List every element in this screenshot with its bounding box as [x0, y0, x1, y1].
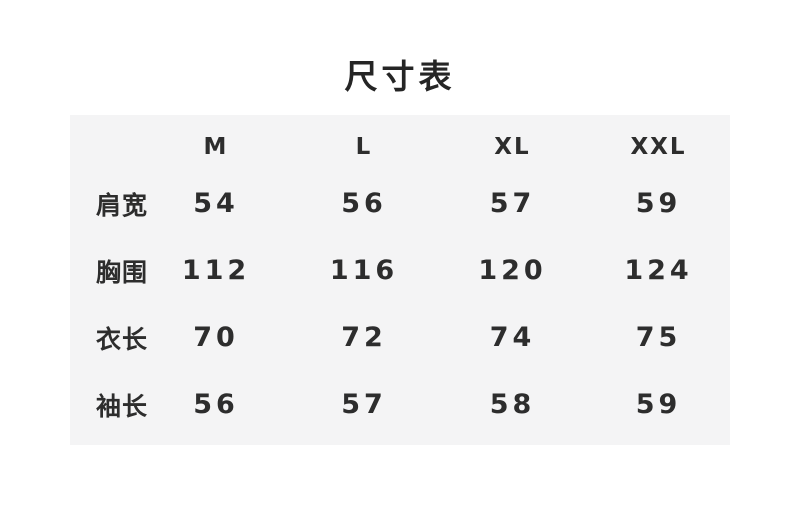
page-title: 尺寸表: [344, 57, 456, 96]
row-label-shoulder-width: 肩宽: [95, 190, 148, 220]
cell-shoulder-width-l: 56: [341, 188, 387, 219]
cell-garment-length-xl: 74: [489, 322, 536, 353]
cell-shoulder-width-xxl: 59: [635, 188, 682, 219]
cell-sleeve-length-xl: 58: [489, 389, 536, 420]
cell-garment-length-l: 72: [341, 322, 387, 353]
cell-chest-xl: 120: [478, 255, 547, 286]
cell-sleeve-length-l: 57: [341, 389, 387, 420]
col-header-xl: XL: [494, 134, 531, 160]
row-label-sleeve-length: 袖长: [95, 391, 148, 421]
corner-cell: [70, 124, 168, 170]
cell-sleeve-length-m: 56: [193, 389, 239, 420]
cell-garment-length-xxl: 75: [635, 322, 682, 353]
col-header-m: M: [203, 134, 229, 160]
cell-chest-l: 116: [329, 255, 399, 286]
row-label-chest: 胸围: [95, 257, 148, 287]
col-header-l: L: [355, 134, 373, 160]
col-header-xxl: XXL: [630, 134, 687, 160]
cell-chest-xxl: 124: [624, 255, 693, 286]
size-chart-table: M L XL XXL 肩宽 54 56 57 59 胸围 112 116 120…: [70, 115, 730, 438]
cell-sleeve-length-xxl: 59: [635, 389, 682, 420]
cell-chest-m: 112: [181, 255, 251, 286]
cell-shoulder-width-m: 54: [193, 188, 239, 219]
size-chart-panel: M L XL XXL 肩宽 54 56 57 59 胸围 112 116 120…: [70, 115, 730, 445]
cell-garment-length-m: 70: [193, 322, 239, 353]
cell-shoulder-width-xl: 57: [489, 188, 536, 219]
row-label-garment-length: 衣长: [95, 324, 148, 354]
